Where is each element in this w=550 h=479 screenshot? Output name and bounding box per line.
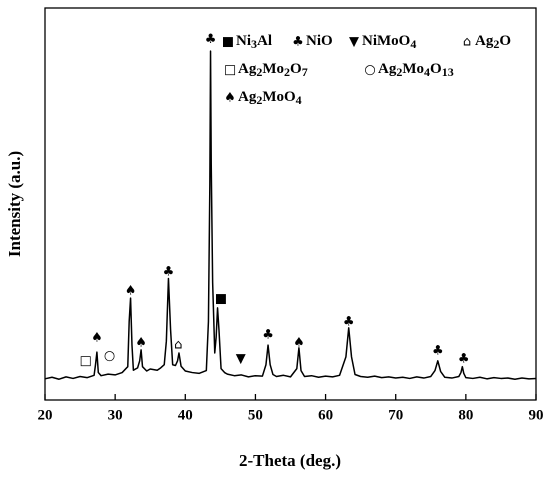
legend-symbol: □ — [224, 63, 236, 78]
legend-label: Ag2MoO4 — [238, 89, 302, 106]
legend-label: Ag2Mo4O13 — [378, 61, 454, 78]
peak-marker: ♣ — [458, 351, 470, 366]
peak-marker: □ — [80, 353, 92, 368]
legend-label: Ni3Al — [236, 33, 272, 50]
peak-marker: ♠ — [91, 331, 103, 346]
legend-label: Ag2O — [475, 33, 511, 50]
x-tick-label: 90 — [529, 407, 544, 423]
x-tick-label: 70 — [388, 407, 403, 423]
peak-marker: ♠ — [293, 336, 305, 351]
peak-marker: ♠ — [135, 336, 147, 351]
peak-marker: ▼ — [236, 351, 246, 366]
x-tick-label: 30 — [108, 407, 123, 423]
peak-marker: ♣ — [262, 327, 274, 342]
xrd-line — [44, 50, 537, 380]
peak-marker: ♣ — [432, 344, 444, 359]
legend-symbol: ▼ — [349, 35, 359, 50]
legend-symbol: ♣ — [292, 35, 304, 50]
peak-marker: ♣ — [343, 314, 355, 329]
y-axis-label: Intensity (a.u.) — [5, 151, 24, 257]
legend-label: NiMoO4 — [362, 33, 416, 50]
plot-frame — [44, 7, 537, 401]
peak-marker: ♣ — [163, 264, 175, 279]
legend-symbol: ○ — [364, 63, 375, 78]
x-axis-label: 2-Theta (deg.) — [239, 451, 341, 470]
legend-symbol: ♠ — [224, 91, 236, 106]
x-tick-label: 60 — [318, 407, 333, 423]
legend-symbol: ■ — [222, 35, 234, 50]
x-tick-label: 20 — [38, 407, 53, 423]
peak-marker: ○ — [104, 349, 115, 364]
x-tick-label: 80 — [458, 407, 473, 423]
peak-marker: ⌂ — [174, 338, 182, 353]
legend-label: Ag2Mo2O7 — [238, 61, 308, 78]
x-tick-label: 50 — [248, 407, 263, 423]
peak-marker: ♣ — [205, 32, 217, 47]
x-tick-label: 40 — [178, 407, 193, 423]
legend-label: NiO — [306, 33, 333, 49]
legend-symbol: ⌂ — [463, 35, 471, 50]
peak-marker: ♠ — [125, 284, 137, 299]
peak-marker: ■ — [215, 291, 227, 306]
